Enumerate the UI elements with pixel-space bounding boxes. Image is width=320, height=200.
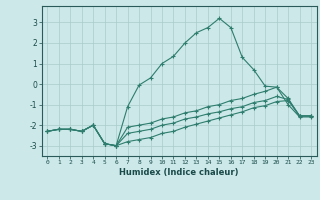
X-axis label: Humidex (Indice chaleur): Humidex (Indice chaleur) bbox=[119, 168, 239, 177]
